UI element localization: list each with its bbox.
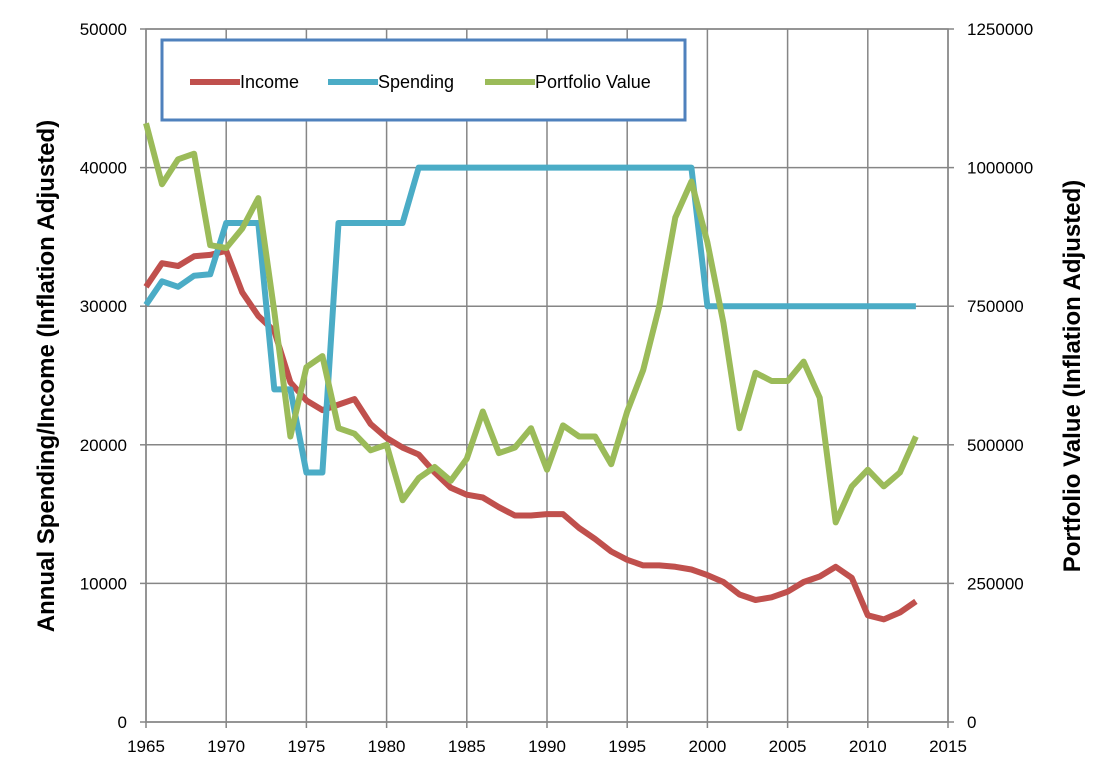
legend: Income Spending Portfolio Value <box>160 38 687 122</box>
x-tick-label: 1980 <box>368 737 406 756</box>
y2-tick-label: 0 <box>967 713 976 732</box>
y-tick-label: 30000 <box>80 297 127 316</box>
x-tick-label: 1995 <box>608 737 646 756</box>
y2-tick-label: 500000 <box>967 436 1024 455</box>
x-axis-tick-labels: 1965 1970 1975 1980 1985 1990 1995 2000 2005 2010… <box>127 737 967 756</box>
y-tick-label: 10000 <box>80 574 127 593</box>
legend-label: Portfolio Value <box>535 72 651 92</box>
plot-area <box>140 28 954 728</box>
x-tick-label: 2010 <box>849 737 887 756</box>
x-tick-label: 2015 <box>929 737 967 756</box>
y-axis-tick-labels: 0 10000 20000 30000 40000 50000 <box>80 20 127 732</box>
x-tick-label: 2000 <box>688 737 726 756</box>
y-tick-label: 40000 <box>80 159 127 178</box>
y-tick-label: 50000 <box>80 20 127 39</box>
y-tick-label: 20000 <box>80 436 127 455</box>
series-line-portfolio-value <box>143 122 919 526</box>
y2-tick-label: 250000 <box>967 574 1024 593</box>
series-line-spending <box>143 164 916 476</box>
x-tick-label: 1985 <box>448 737 486 756</box>
y2-tick-label: 1250000 <box>967 20 1033 39</box>
legend-label: Income <box>240 72 299 92</box>
y2-tick-label: 1000000 <box>967 159 1033 178</box>
x-tick-label: 1965 <box>127 737 165 756</box>
y-tick-label: 0 <box>118 713 127 732</box>
x-tick-label: 2005 <box>769 737 807 756</box>
y2-axis-title: Portfolio Value (Inflation Adjusted) <box>1059 180 1086 572</box>
y2-tick-label: 750000 <box>967 297 1024 316</box>
legend-label: Spending <box>378 72 454 92</box>
series-layer <box>143 122 919 623</box>
x-tick-label: 1975 <box>287 737 325 756</box>
x-tick-label: 1990 <box>528 737 566 756</box>
y-axis-title: Annual Spending/Income (Inflation Adjust… <box>33 120 60 632</box>
x-tick-label: 1970 <box>207 737 245 756</box>
y2-axis-tick-labels: 0 250000 500000 750000 1000000 1250000 <box>967 20 1033 732</box>
legend-box <box>160 38 687 122</box>
